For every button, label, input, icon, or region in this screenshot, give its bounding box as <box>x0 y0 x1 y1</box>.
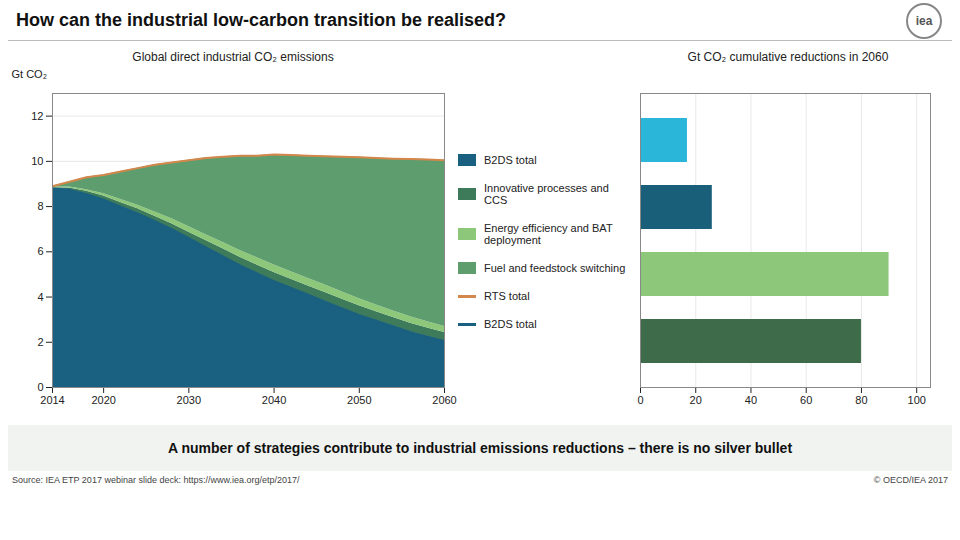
html-text:Fuel and feedstock switching: Fuel and feedstock switching <box>484 262 626 274</box>
svg-text:80: 80 <box>855 394 867 406</box>
svg-text:40: 40 <box>745 394 757 406</box>
svg-text:2040: 2040 <box>262 394 286 406</box>
html-text:Source: IEA ETP 2017 webinar s: Source: IEA ETP 2017 webinar slide deck:… <box>12 475 300 485</box>
svg-text:2050: 2050 <box>347 394 371 406</box>
svg-text:2060: 2060 <box>432 394 456 406</box>
html-text:© OECD/IEA 2017: © OECD/IEA 2017 <box>873 475 948 485</box>
html-text:Gt CO₂ cumulative reductions i: Gt CO₂ cumulative reductions in 2060 <box>687 50 889 64</box>
svg-text:2: 2 <box>37 336 43 348</box>
html-text:How can the industrial low-car: How can the industrial low-carbon transi… <box>16 10 507 30</box>
html-text:B2DS total: B2DS total <box>484 318 537 330</box>
html-text:B2DS total: B2DS total <box>484 154 537 166</box>
svg-text:60: 60 <box>800 394 812 406</box>
svg-text:2020: 2020 <box>91 394 115 406</box>
svg-text:6: 6 <box>37 245 43 257</box>
html-text:Innovative processes and CCS: Innovative processes and CCS <box>484 182 609 206</box>
html-text:A number of strategies contrib: A number of strategies contribute to ind… <box>167 440 793 456</box>
svg-text:2014: 2014 <box>40 394 64 406</box>
svg-text:8: 8 <box>37 200 43 212</box>
svg-text:0: 0 <box>637 394 643 406</box>
html-text:iea: iea <box>915 14 933 28</box>
html-text:RTS total: RTS total <box>484 290 530 302</box>
svg-text:0: 0 <box>37 381 43 393</box>
svg-text:2030: 2030 <box>177 394 201 406</box>
html-text:Energy efficiency and BAT depl: Energy efficiency and BAT deployment <box>484 222 613 246</box>
svg-text:4: 4 <box>37 291 43 303</box>
svg-text:Gt CO₂: Gt CO₂ <box>12 68 47 80</box>
svg-text:12: 12 <box>31 110 43 122</box>
svg-text:100: 100 <box>908 394 926 406</box>
svg-text:20: 20 <box>690 394 702 406</box>
svg-text:10: 10 <box>31 155 43 167</box>
html-text:Global direct industrial CO₂ e: Global direct industrial CO₂ emissions <box>132 50 334 64</box>
